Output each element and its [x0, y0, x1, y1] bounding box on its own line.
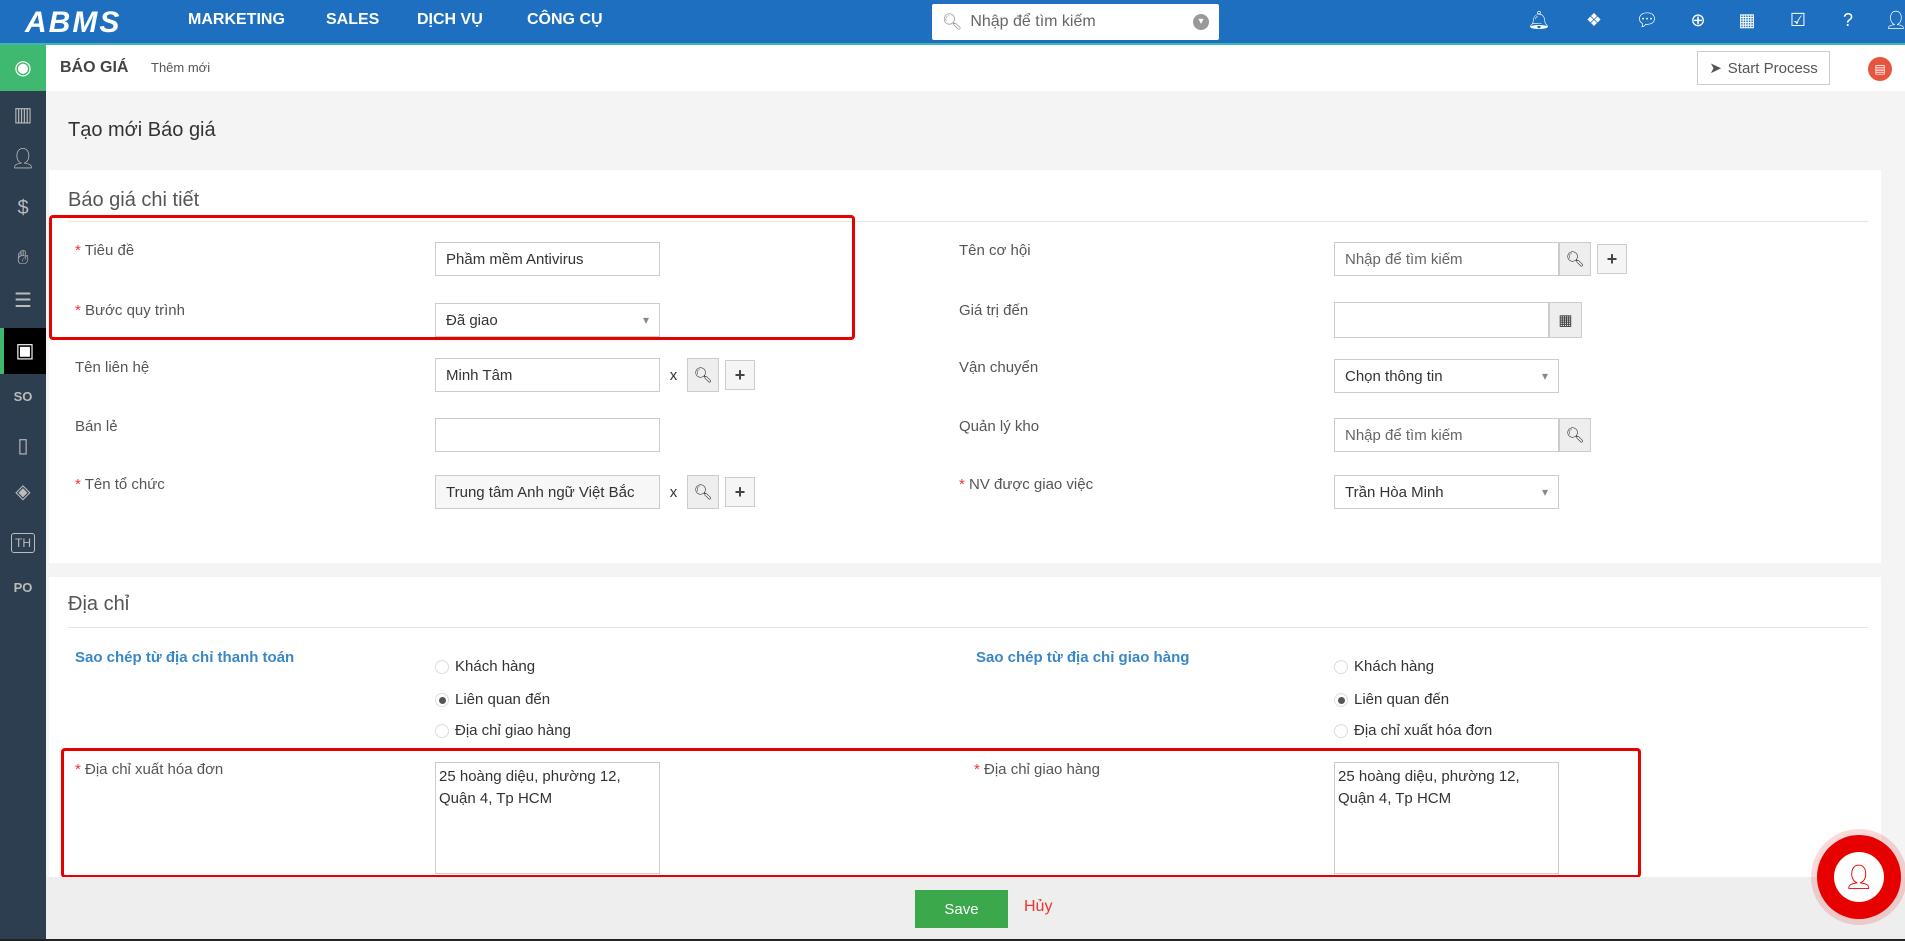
sidebar: ◉ ▥ 👤︎ $ ✋︎ ☰ ▣ SO ▯ ◈ TH PO — [0, 45, 46, 941]
sidebar-building-icon[interactable]: ▥ — [13, 104, 33, 126]
clipboard-icon[interactable]: ▤ — [1868, 57, 1892, 81]
clear-button[interactable]: x — [660, 358, 687, 392]
section-title: Báo giá chi tiết — [68, 189, 200, 211]
sidebar-quote-icon[interactable]: ▣ — [0, 328, 46, 374]
user-icon[interactable]: 👤︎ — [1884, 10, 1905, 30]
sidebar-purchase-order-icon[interactable]: PO — [13, 580, 33, 595]
checkbox-icon[interactable]: ☑ — [1789, 10, 1807, 30]
label-ten-co-hoi: Tên cơ hội — [959, 242, 1031, 259]
ten-co-hoi-input[interactable]: Nhập để tìm kiếm — [1334, 242, 1559, 276]
section-title: Địa chỉ — [68, 593, 130, 615]
nav-dich-vu[interactable]: DỊCH VỤ — [417, 11, 483, 28]
label-quan-ly-kho: Quản lý kho — [959, 418, 1040, 435]
calendar-icon[interactable]: ▦ — [1738, 10, 1756, 30]
sub-header: BÁO GIÁ Thêm mới ➤ Start Process ▤ — [46, 45, 1905, 91]
cubes-icon[interactable]: ❖ — [1585, 10, 1603, 30]
tieu-de-input[interactable]: Phầm mềm Antivirus — [435, 242, 660, 276]
start-process-label: Start Process — [1727, 59, 1818, 77]
bell-icon[interactable]: 🔔︎ — [1527, 10, 1551, 30]
sidebar-home-icon[interactable]: ◉ — [0, 45, 46, 91]
page-title: Tạo mới Báo giá — [68, 119, 216, 141]
ban-le-input[interactable] — [435, 418, 660, 452]
user-icon: 👤︎ — [1834, 852, 1884, 902]
th-label: TH — [11, 533, 35, 553]
label-billing-address: * Địa chỉ xuất hóa đơn — [75, 761, 224, 778]
breadcrumb-module[interactable]: BÁO GIÁ — [60, 59, 129, 76]
details-panel: Báo giá chi tiết * Tiêu đề Phầm mềm Anti… — [49, 170, 1881, 563]
search-icon[interactable]: 🔍︎ — [687, 475, 719, 509]
sidebar-box-icon[interactable]: ◈ — [15, 481, 31, 503]
sidebar-service-icon[interactable]: ✋︎ — [17, 247, 29, 269]
copy-billing-label: Sao chép từ địa chỉ thanh toán — [75, 649, 295, 666]
form-footer: Save Hủy — [46, 877, 1905, 939]
start-process-button[interactable]: ➤ Start Process — [1697, 51, 1830, 85]
buoc-quy-trinh-select[interactable]: Đã giao — [435, 303, 660, 337]
shipping-radio-xuat-hoa-don[interactable]: Địa chỉ xuất hóa đơn — [1334, 722, 1492, 739]
cancel-link[interactable]: Hủy — [1024, 898, 1053, 915]
search-icon[interactable]: 🔍︎ — [687, 358, 719, 392]
gia-tri-den-group: ▦ — [1334, 302, 1582, 338]
calendar-icon[interactable]: ▦ — [1549, 302, 1582, 338]
save-button[interactable]: Save — [915, 890, 1008, 928]
location-arrow-icon: ➤ — [1709, 60, 1722, 77]
nav-sales[interactable]: SALES — [326, 11, 380, 28]
billing-radio-khach-hang[interactable]: Khách hàng — [435, 658, 535, 675]
shipping-radio-lien-quan[interactable]: Liên quan đến — [1334, 691, 1449, 708]
label-van-chuyen: Vận chuyển — [959, 359, 1039, 376]
sidebar-mobile-chat-icon[interactable]: ▯ — [17, 435, 29, 457]
breadcrumb-action: Thêm mới — [151, 60, 211, 75]
ten-to-chuc-input[interactable]: Trung tâm Anh ngữ Việt Bắc — [435, 475, 660, 509]
quan-ly-kho-input[interactable]: Nhập để tìm kiếm — [1334, 418, 1559, 452]
nav-marketing[interactable]: MARKETING — [188, 11, 285, 28]
shipping-radio-khach-hang[interactable]: Khách hàng — [1334, 658, 1434, 675]
sidebar-sales-order-icon[interactable]: SO — [13, 389, 33, 404]
global-search[interactable]: 🔍︎ Nhập để tìm kiếm ▾ — [932, 4, 1219, 40]
van-chuyen-select[interactable]: Chọn thông tin — [1334, 359, 1559, 393]
label-shipping-address: * Địa chỉ giao hàng — [974, 761, 1100, 778]
copy-shipping-label: Sao chép từ địa chỉ giao hàng — [976, 649, 1190, 666]
nav-cong-cu[interactable]: CÔNG CỤ — [527, 11, 603, 28]
ten-co-hoi-group: Nhập để tìm kiếm 🔍︎ + — [1334, 242, 1627, 276]
label-ten-lien-he: Tên liên hệ — [75, 359, 150, 376]
taskbar-strip — [0, 939, 1905, 941]
add-icon[interactable]: + — [725, 360, 755, 390]
label-tieu-de: * Tiêu đề — [75, 242, 135, 259]
ten-to-chuc-group: Trung tâm Anh ngữ Việt Bắc x 🔍︎ + — [435, 475, 755, 509]
add-icon[interactable]: + — [1597, 244, 1627, 274]
label-ten-to-chuc: * Tên tổ chức — [75, 476, 165, 493]
help-icon[interactable]: ? — [1842, 10, 1853, 30]
billing-address-textarea[interactable]: 25 hoàng diệu, phường 12, Quận 4, Tp HCM — [435, 762, 660, 874]
sidebar-th-icon[interactable]: TH — [0, 523, 46, 563]
ten-lien-he-group: Minh Tâm x 🔍︎ + — [435, 358, 755, 392]
divider — [68, 221, 1868, 222]
sidebar-document-icon[interactable]: ☰ — [14, 290, 32, 312]
gia-tri-den-input[interactable] — [1334, 302, 1549, 338]
quan-ly-kho-group: Nhập để tìm kiếm 🔍︎ — [1334, 418, 1591, 452]
chevron-down-icon[interactable]: ▾ — [1193, 14, 1209, 30]
address-panel: Địa chỉ Sao chép từ địa chỉ thanh toán K… — [49, 577, 1881, 877]
top-navbar: ABMS MARKETING SALES DỊCH VỤ CÔNG CỤ 🔍︎ … — [0, 0, 1905, 45]
clear-button[interactable]: x — [660, 475, 687, 509]
search-icon[interactable]: 🔍︎ — [1559, 242, 1591, 276]
sidebar-money-bag-icon[interactable]: $ — [17, 197, 29, 219]
label-ban-le: Bán lẻ — [75, 418, 118, 435]
label-gia-tri-den: Giá trị đến — [959, 302, 1029, 319]
logo[interactable]: ABMS — [25, 6, 122, 39]
label-buoc-quy-trinh: * Bước quy trình — [75, 302, 185, 319]
search-icon[interactable]: 🔍︎ — [1559, 418, 1591, 452]
comments-icon[interactable]: 💬︎ — [1635, 10, 1659, 30]
add-icon[interactable]: + — [725, 477, 755, 507]
search-placeholder: Nhập để tìm kiếm — [970, 13, 1096, 30]
chat-widget-button[interactable]: 👤︎ — [1817, 835, 1901, 919]
label-nv-giao-viec: * NV được giao việc — [959, 476, 1094, 493]
sidebar-contact-icon[interactable]: 👤︎ — [10, 148, 36, 170]
search-icon: 🔍︎ — [942, 14, 963, 31]
nv-giao-viec-select[interactable]: Trần Hòa Minh — [1334, 475, 1559, 509]
billing-radio-lien-quan[interactable]: Liên quan đến — [435, 691, 550, 708]
divider — [68, 627, 1868, 628]
plus-circle-icon[interactable]: ⊕ — [1690, 10, 1706, 30]
billing-radio-giao-hang[interactable]: Địa chỉ giao hàng — [435, 722, 571, 739]
shipping-address-textarea[interactable]: 25 hoàng diệu, phường 12, Quận 4, Tp HCM — [1334, 762, 1559, 874]
ten-lien-he-input[interactable]: Minh Tâm — [435, 358, 660, 392]
